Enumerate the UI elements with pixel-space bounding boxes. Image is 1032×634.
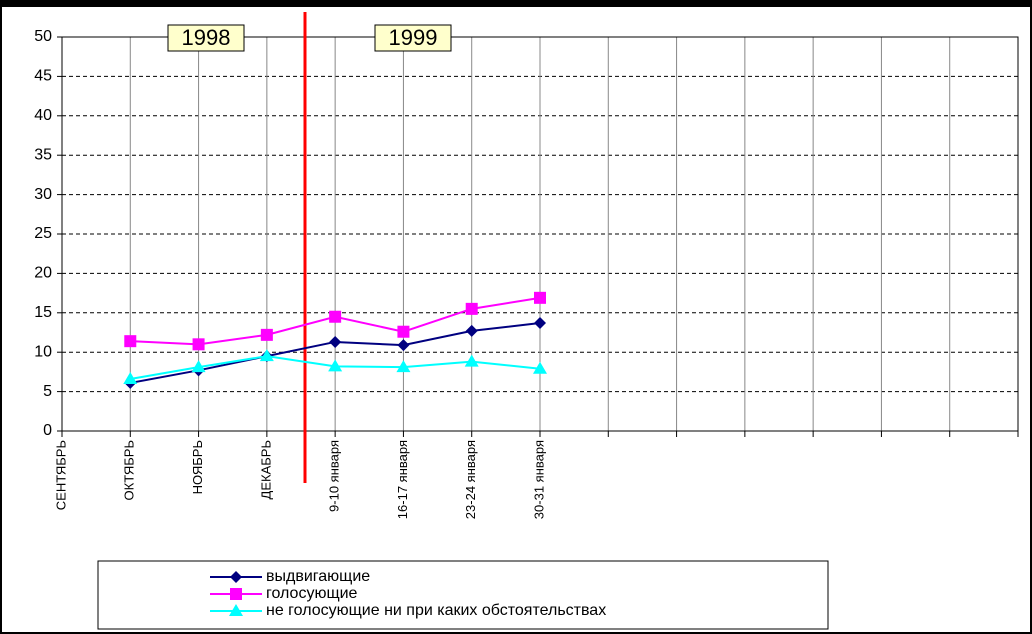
y-tick-label: 30: [34, 186, 52, 203]
y-tick-label: 10: [34, 343, 52, 360]
marker: [124, 335, 137, 348]
x-tick-label: 30-31 января: [531, 440, 546, 519]
marker: [230, 571, 242, 583]
x-tick-label: 9-10 января: [327, 440, 342, 512]
marker: [191, 360, 206, 373]
y-tick-label: 0: [43, 422, 52, 439]
annotation-box: [167, 24, 245, 52]
marker: [397, 325, 410, 338]
plot-border: [61, 36, 1019, 432]
marker: [534, 317, 546, 330]
x-tick-label: 23-24 января: [463, 440, 478, 519]
marker: [533, 361, 547, 374]
y-tick-label: 25: [34, 225, 52, 242]
marker: [260, 328, 273, 341]
marker: [123, 371, 138, 384]
marker: [396, 360, 411, 373]
y-tick-label: 50: [34, 28, 52, 45]
y-tick-label: 35: [34, 146, 52, 163]
annotation-box: [374, 24, 452, 52]
marker: [329, 310, 342, 323]
top-bar: [0, 0, 1032, 7]
marker: [465, 324, 478, 337]
x-tick-label: СЕНТЯБРЬ: [53, 440, 68, 510]
marker: [329, 335, 342, 348]
legend-label: выдвигающие: [266, 568, 370, 585]
x-tick-label: 16-17 января: [395, 440, 410, 519]
marker: [192, 338, 205, 351]
x-tick-label: ДЕКАБРЬ: [258, 440, 273, 499]
marker: [464, 354, 479, 367]
annotation: 1999: [389, 25, 438, 50]
marker: [229, 604, 243, 616]
marker: [328, 359, 343, 372]
y-tick-label: 20: [34, 265, 52, 282]
y-tick-label: 15: [34, 304, 52, 321]
marker: [534, 291, 546, 304]
y-tick-label: 45: [34, 68, 52, 85]
y-tick-label: 40: [34, 107, 52, 124]
x-tick-label: НОЯБРЬ: [190, 440, 205, 494]
x-tick-label: ОКТЯБРЬ: [122, 440, 137, 500]
legend-label: не голосующие ни при каких обстоятельств…: [266, 602, 606, 619]
marker: [259, 349, 274, 362]
marker: [465, 302, 478, 315]
y-tick-label: 5: [43, 383, 52, 400]
legend-label: голосующие: [266, 585, 358, 602]
marker: [230, 588, 242, 600]
annotation: 1998: [182, 25, 231, 50]
marker: [397, 339, 410, 352]
